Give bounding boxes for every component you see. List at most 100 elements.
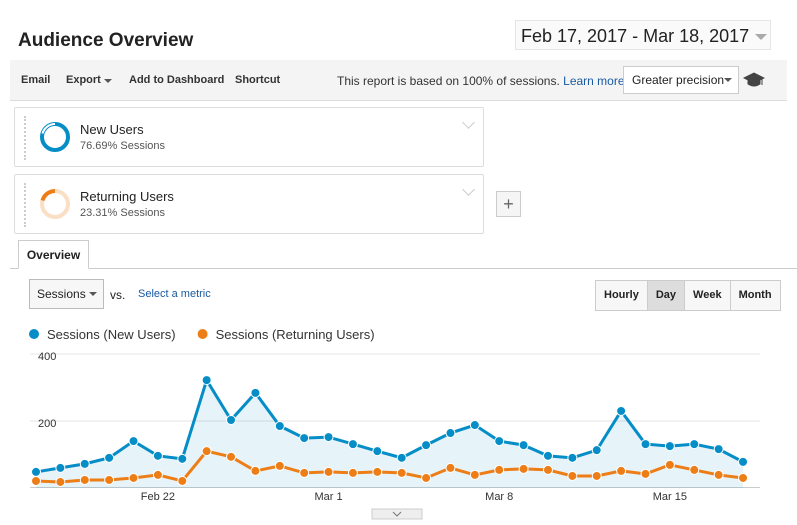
data-point[interactable] (469, 469, 480, 480)
graduation-icon[interactable] (743, 72, 765, 88)
data-point[interactable] (250, 465, 261, 476)
data-point[interactable] (79, 458, 90, 469)
grip (24, 116, 30, 160)
x-tick-label: Mar 1 (314, 491, 342, 503)
data-point[interactable] (347, 439, 358, 450)
handle-arrow (392, 511, 402, 517)
data-point[interactable] (591, 445, 602, 456)
grip (24, 183, 30, 227)
toolbar-item[interactable]: Email (21, 74, 51, 86)
data-point[interactable] (177, 475, 188, 486)
x-tick-label: Feb 22 (141, 491, 175, 503)
toolbar-item[interactable]: Export (66, 74, 101, 86)
data-point[interactable] (274, 421, 285, 432)
segment-name: Returning Users (80, 189, 174, 204)
period-button[interactable]: Hourly (596, 281, 647, 310)
data-point[interactable] (445, 462, 456, 473)
data-point[interactable] (347, 467, 358, 478)
y-tick-label: 400 (38, 351, 56, 363)
data-point[interactable] (55, 462, 66, 473)
data-point[interactable] (713, 469, 724, 480)
data-point[interactable] (689, 464, 700, 475)
toolbar: Email Export Add to Dashboard Shortcut T… (10, 60, 787, 101)
period-button[interactable]: Month (729, 281, 780, 310)
data-point[interactable] (299, 467, 310, 478)
period-button[interactable]: Day (646, 281, 685, 310)
segment-name: New Users (80, 122, 144, 137)
note-text: This report is based on 100% of sessions… (337, 74, 560, 88)
data-point[interactable] (226, 451, 237, 462)
select-metric[interactable]: Select a metric (138, 288, 211, 300)
data-point[interactable] (542, 464, 553, 475)
period-button[interactable]: Week (684, 281, 730, 310)
data-point[interactable] (567, 452, 578, 463)
data-point[interactable] (323, 432, 334, 443)
data-point[interactable] (616, 465, 627, 476)
data-point[interactable] (201, 375, 212, 386)
data-point[interactable] (518, 440, 529, 451)
add-segment[interactable]: + (496, 191, 521, 217)
data-point[interactable] (396, 452, 407, 463)
data-point[interactable] (713, 444, 724, 455)
page-title: Audience Overview (18, 30, 194, 51)
toolbar-item[interactable]: Shortcut (235, 74, 281, 86)
tab-divider (10, 268, 797, 269)
learn-more[interactable]: Learn more (563, 74, 625, 88)
segment-detail: 76.69% Sessions (80, 140, 165, 152)
data-point[interactable] (469, 420, 480, 431)
data-point[interactable] (738, 472, 749, 483)
y-tick-label: 200 (38, 418, 56, 430)
data-point[interactable] (421, 472, 432, 483)
legend-label: Sessions (Returning Users) (216, 327, 375, 342)
precision-select[interactable]: Greater precision (623, 66, 739, 94)
resize-handle[interactable] (371, 508, 423, 520)
data-point[interactable] (250, 387, 261, 398)
toolbar-item[interactable]: Add to Dashboard (129, 74, 225, 86)
data-point[interactable] (226, 414, 237, 425)
data-point[interactable] (79, 474, 90, 485)
data-point[interactable] (31, 475, 41, 486)
data-point[interactable] (421, 440, 432, 451)
data-point[interactable] (640, 468, 651, 479)
date-range[interactable]: Feb 17, 2017 - Mar 18, 2017 (515, 20, 771, 50)
data-point[interactable] (689, 439, 700, 450)
data-point[interactable] (518, 463, 529, 474)
data-point[interactable] (274, 460, 285, 471)
data-point[interactable] (396, 467, 407, 478)
data-point[interactable] (494, 436, 505, 447)
data-point[interactable] (177, 453, 188, 464)
data-point[interactable] (201, 446, 212, 457)
segment-detail: 23.31% Sessions (80, 207, 165, 219)
data-point[interactable] (152, 469, 163, 480)
data-point[interactable] (494, 464, 505, 475)
data-point[interactable] (640, 439, 651, 450)
metric-select[interactable]: Sessions (29, 279, 104, 309)
data-point[interactable] (55, 476, 66, 487)
legend-dot (197, 329, 208, 339)
donut-gap (41, 123, 56, 134)
data-point[interactable] (31, 466, 41, 477)
report-note: This report is based on 100% of sessions… (337, 74, 625, 88)
data-point[interactable] (567, 470, 578, 481)
data-point[interactable] (372, 446, 383, 457)
donut-arc (40, 189, 56, 202)
data-point[interactable] (323, 466, 334, 477)
data-point[interactable] (616, 405, 627, 416)
data-point[interactable] (104, 474, 115, 485)
data-point[interactable] (664, 441, 675, 452)
data-point[interactable] (372, 466, 383, 477)
data-point[interactable] (299, 433, 310, 444)
data-point[interactable] (445, 428, 456, 439)
legend-dot (29, 329, 39, 339)
overview-tab[interactable]: Overview (18, 240, 89, 269)
data-point[interactable] (104, 452, 115, 463)
data-point[interactable] (542, 450, 553, 461)
data-point[interactable] (664, 459, 675, 470)
data-point[interactable] (738, 456, 749, 467)
data-point[interactable] (128, 472, 139, 483)
data-point[interactable] (128, 436, 139, 447)
data-point[interactable] (152, 450, 163, 461)
dropdown-arrow (724, 78, 732, 86)
data-point[interactable] (591, 470, 602, 481)
